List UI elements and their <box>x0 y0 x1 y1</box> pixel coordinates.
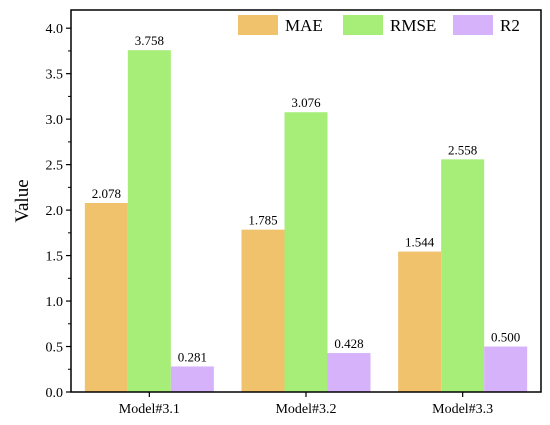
legend-swatch-r2 <box>453 15 493 35</box>
data-label-mae-2: 1.785 <box>248 213 277 228</box>
y-tick-label: 2.5 <box>46 159 64 174</box>
legend-label-mae: MAE <box>285 16 323 35</box>
data-label-rmse-3: 2.558 <box>448 142 477 157</box>
bar-mae-1 <box>84 203 128 392</box>
x-tick-label: Model#3.1 <box>119 402 180 417</box>
bar-mae-3 <box>398 251 442 392</box>
bars-layer <box>84 50 528 393</box>
data-label-rmse-1: 3.758 <box>135 33 164 48</box>
y-tick-label: 3.0 <box>46 113 64 128</box>
y-tick-label: 0.0 <box>46 386 64 401</box>
x-tick-label: Model#3.3 <box>432 402 493 417</box>
bar-r2-2 <box>327 353 371 392</box>
y-tick-label: 4.0 <box>46 22 64 37</box>
y-tick-label: 2.0 <box>46 204 64 219</box>
data-label-mae-1: 2.078 <box>92 186 121 201</box>
y-axis-ticks: 0.0 0.5 1.0 1.5 2.0 2.5 3.0 3.5 4.0 <box>46 22 71 401</box>
y-tick-label: 3.5 <box>46 68 64 83</box>
data-labels-layer: 2.078 3.758 0.281 1.785 3.076 0.428 1.544 2.558… <box>92 33 521 364</box>
bar-rmse-3 <box>441 159 485 392</box>
x-tick-label: Model#3.2 <box>275 402 336 417</box>
data-label-r2-1: 0.281 <box>178 349 207 364</box>
legend: MAE RMSE R2 <box>238 15 520 35</box>
legend-label-rmse: RMSE <box>390 16 436 35</box>
legend-swatch-rmse <box>343 15 383 35</box>
bar-rmse-2 <box>284 112 328 393</box>
y-tick-label: 1.5 <box>46 250 64 265</box>
data-label-r2-3: 0.500 <box>491 330 520 345</box>
bar-rmse-1 <box>127 50 171 392</box>
legend-label-r2: R2 <box>500 16 520 35</box>
data-label-r2-2: 0.428 <box>334 336 363 351</box>
bar-r2-3 <box>484 346 528 392</box>
data-label-mae-3: 1.544 <box>405 235 435 250</box>
y-tick-label: 1.0 <box>46 295 64 310</box>
x-axis-ticks: Model#3.1 Model#3.2 Model#3.3 <box>119 392 493 417</box>
y-tick-label: 0.5 <box>46 341 64 356</box>
y-axis-title: Value <box>12 179 33 222</box>
bar-r2-1 <box>170 366 214 392</box>
legend-swatch-mae <box>238 15 278 35</box>
bar-mae-2 <box>241 229 285 392</box>
data-label-rmse-2: 3.076 <box>291 95 321 110</box>
